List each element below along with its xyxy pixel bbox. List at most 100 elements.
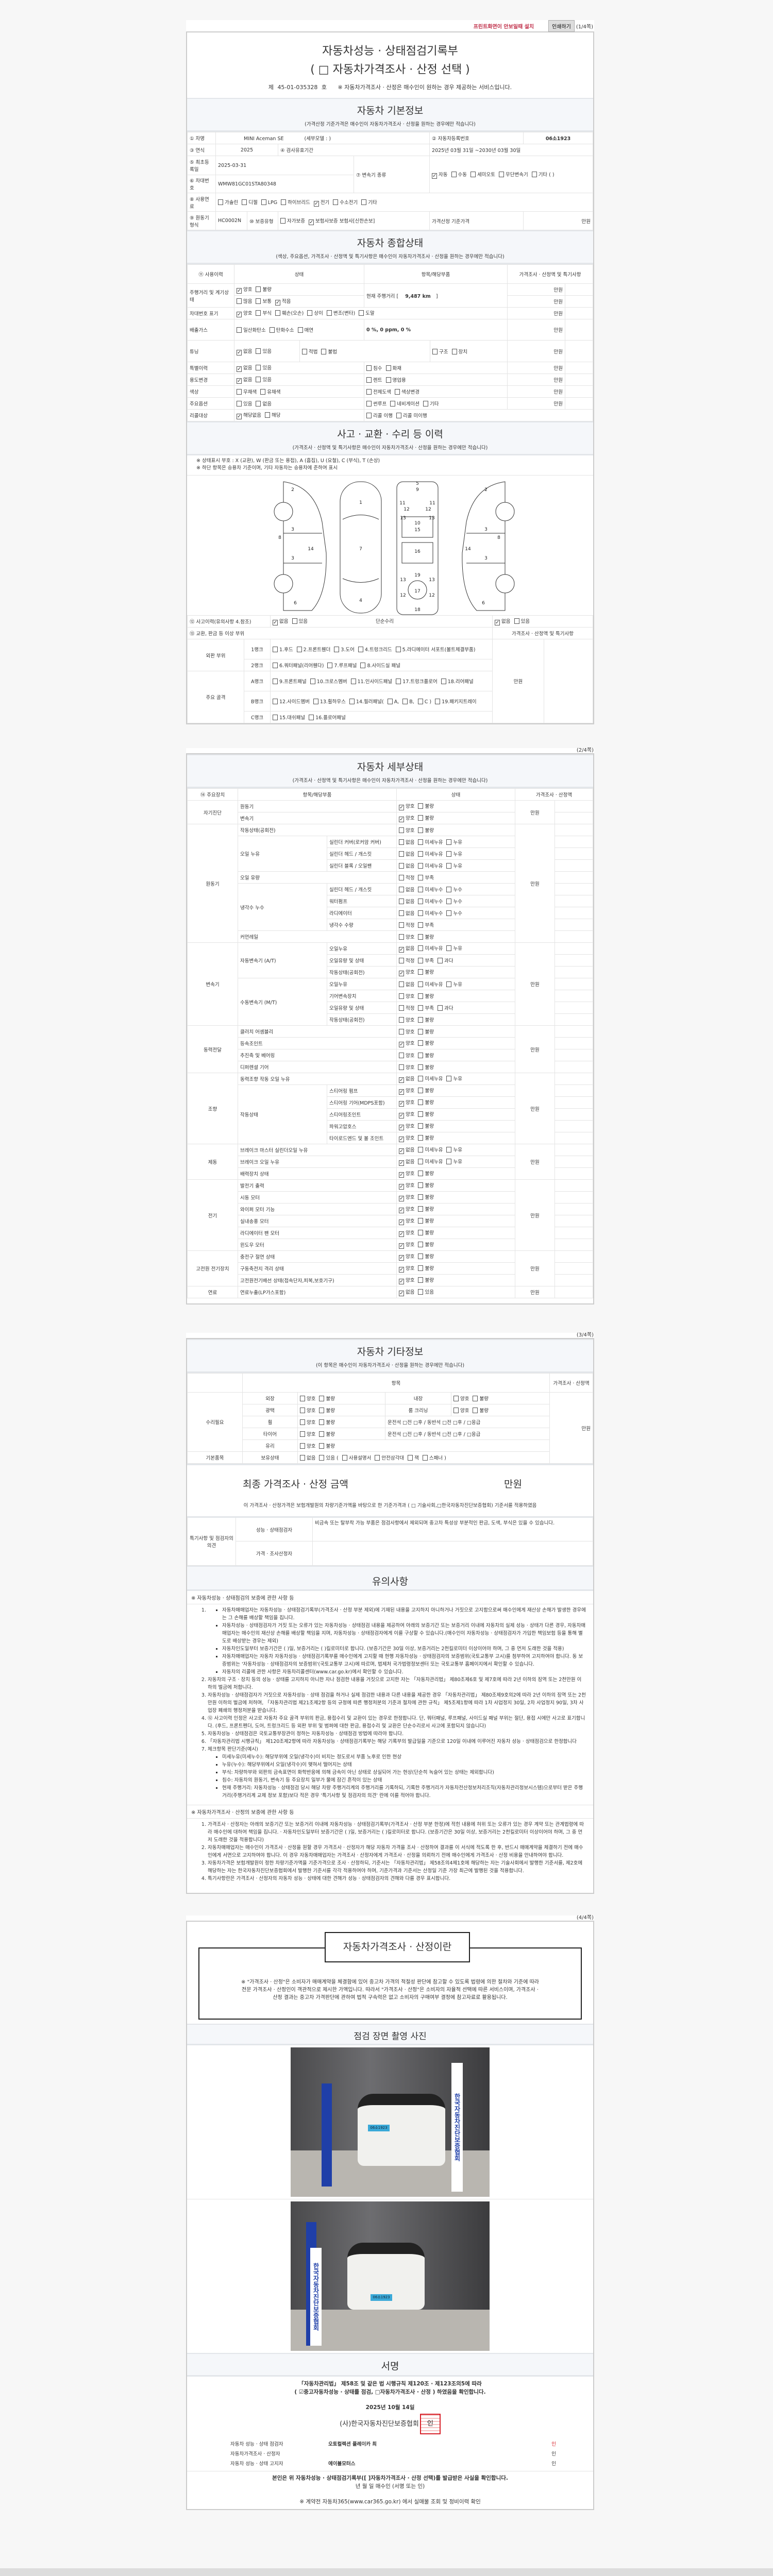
- checkbox-icon[interactable]: [281, 199, 287, 205]
- checkbox-icon[interactable]: [396, 413, 401, 418]
- checkbox-option[interactable]: 많음: [237, 297, 252, 304]
- checkbox-option[interactable]: 리콜 이행: [366, 412, 393, 419]
- checkbox-icon[interactable]: [418, 827, 424, 833]
- checkbox-option[interactable]: 있음: [256, 376, 272, 383]
- checkbox-icon[interactable]: [342, 1455, 347, 1461]
- checkbox-option[interactable]: ✓ 양호: [399, 1252, 414, 1261]
- checkbox-option[interactable]: 있음: [418, 1288, 434, 1295]
- checkbox-icon[interactable]: [319, 1408, 325, 1413]
- checkbox-icon[interactable]: [446, 851, 452, 857]
- checkbox-option[interactable]: 양호: [399, 992, 414, 999]
- checkbox-icon[interactable]: [256, 286, 261, 292]
- checkbox-option[interactable]: 없음: [399, 838, 414, 845]
- checkbox-icon[interactable]: [399, 934, 404, 940]
- checkbox-option[interactable]: ✓ 양호: [399, 1039, 414, 1047]
- checkbox-option[interactable]: 탄화수소: [269, 326, 294, 333]
- checkbox-icon[interactable]: [399, 1005, 404, 1011]
- checkbox-icon[interactable]: [423, 401, 428, 406]
- checkbox-option[interactable]: 불량: [256, 285, 272, 293]
- checked-box-icon[interactable]: ✓: [237, 414, 242, 419]
- checkbox-icon[interactable]: [261, 199, 266, 205]
- checked-box-icon[interactable]: ✓: [399, 1219, 404, 1225]
- checkbox-option[interactable]: 안전삼각대: [375, 1454, 404, 1461]
- checkbox-option[interactable]: 미세누수: [418, 886, 443, 893]
- checkbox-icon[interactable]: [395, 647, 401, 652]
- checkbox-icon[interactable]: [275, 310, 280, 316]
- checkbox-option[interactable]: ✓ 없음: [399, 1146, 414, 1154]
- checkbox-option[interactable]: 12.사이드멤버: [273, 698, 310, 705]
- checkbox-option[interactable]: 적법: [302, 348, 317, 355]
- checkbox-option[interactable]: 불량: [319, 1406, 335, 1414]
- install-notice-link[interactable]: 프린트화면이 안보일때 설치: [473, 24, 534, 30]
- checkbox-option[interactable]: 무단변속기: [498, 171, 528, 178]
- checkbox-icon[interactable]: [473, 1396, 478, 1401]
- checkbox-icon[interactable]: [441, 679, 446, 684]
- checkbox-option[interactable]: A,: [387, 699, 399, 705]
- checkbox-icon[interactable]: [302, 348, 307, 354]
- checkbox-icon[interactable]: [319, 1455, 325, 1461]
- checkbox-icon[interactable]: [418, 839, 424, 845]
- checkbox-icon[interactable]: [237, 389, 242, 395]
- checkbox-option[interactable]: 변조(변타): [326, 309, 355, 316]
- checkbox-icon[interactable]: [256, 365, 261, 370]
- checked-box-icon[interactable]: ✓: [399, 1208, 404, 1213]
- checkbox-option[interactable]: 불량: [418, 1170, 434, 1177]
- checkbox-icon[interactable]: [399, 863, 404, 869]
- checkbox-icon[interactable]: [418, 922, 424, 928]
- checkbox-option[interactable]: 미세누유: [418, 862, 443, 869]
- checkbox-icon[interactable]: [437, 958, 443, 963]
- checkbox-icon[interactable]: [418, 1076, 424, 1081]
- checkbox-option[interactable]: 불량: [418, 1039, 434, 1046]
- checkbox-icon[interactable]: [310, 679, 315, 684]
- checked-box-icon[interactable]: ✓: [495, 620, 500, 625]
- checkbox-icon[interactable]: [470, 171, 476, 177]
- checked-box-icon[interactable]: ✓: [399, 1243, 404, 1249]
- checkbox-option[interactable]: 양호: [300, 1395, 315, 1402]
- checkbox-option[interactable]: 부족: [418, 957, 434, 964]
- checkbox-option[interactable]: 불량: [418, 1217, 434, 1224]
- checkbox-option[interactable]: 도말: [359, 309, 375, 316]
- checkbox-icon[interactable]: [418, 1277, 424, 1283]
- checkbox-option[interactable]: 있음: [256, 347, 272, 354]
- checkbox-option[interactable]: ✓ 양호: [399, 1193, 414, 1201]
- checkbox-icon[interactable]: [399, 875, 404, 880]
- checked-box-icon[interactable]: ✓: [399, 1231, 404, 1237]
- checkbox-icon[interactable]: [273, 679, 278, 684]
- checkbox-icon[interactable]: [418, 863, 424, 869]
- checkbox-option[interactable]: 양호: [300, 1430, 315, 1437]
- checkbox-option[interactable]: 있음: [514, 617, 530, 624]
- checkbox-icon[interactable]: [498, 171, 504, 177]
- checkbox-icon[interactable]: [402, 699, 408, 704]
- checkbox-option[interactable]: 불량: [418, 826, 434, 834]
- checkbox-option[interactable]: 미세누유: [418, 1158, 443, 1165]
- checkbox-icon[interactable]: [218, 199, 223, 205]
- checkbox-icon[interactable]: [418, 1017, 424, 1023]
- checkbox-option[interactable]: ✓ 없음: [399, 1158, 414, 1166]
- checkbox-icon[interactable]: [418, 1159, 424, 1164]
- checkbox-icon[interactable]: [418, 1005, 424, 1011]
- checkbox-option[interactable]: 13.휠하우스: [313, 698, 346, 705]
- checkbox-option[interactable]: ✓ 없음: [237, 347, 252, 355]
- checkbox-option[interactable]: ✓ 해당없음: [237, 411, 261, 419]
- checkbox-option[interactable]: 미세누유: [418, 838, 443, 845]
- checkbox-option[interactable]: 누수: [446, 909, 462, 917]
- checkbox-icon[interactable]: [446, 839, 452, 845]
- checkbox-option[interactable]: 불량: [418, 1181, 434, 1189]
- checkbox-icon[interactable]: [313, 699, 318, 704]
- checkbox-option[interactable]: 불량: [418, 1205, 434, 1212]
- checkbox-icon[interactable]: [280, 217, 285, 224]
- checkbox-icon[interactable]: [394, 389, 400, 395]
- checkbox-option[interactable]: 불량: [319, 1430, 335, 1437]
- checkbox-option[interactable]: 15.대쉬패널: [273, 714, 305, 721]
- checkbox-option[interactable]: ✓ 양호: [399, 1229, 414, 1237]
- checkbox-option[interactable]: 9.프론트패널: [273, 677, 307, 685]
- checkbox-option[interactable]: 있음 (: [319, 1454, 339, 1461]
- checkbox-icon[interactable]: [399, 958, 404, 963]
- checkbox-icon[interactable]: [422, 1455, 428, 1461]
- checkbox-option[interactable]: 불량: [418, 1276, 434, 1283]
- checkbox-option[interactable]: 미세누유: [418, 944, 443, 952]
- checkbox-icon[interactable]: [418, 934, 424, 940]
- checked-box-icon[interactable]: ✓: [237, 366, 242, 372]
- checkbox-icon[interactable]: [399, 1064, 404, 1070]
- checkbox-icon[interactable]: [418, 1218, 424, 1224]
